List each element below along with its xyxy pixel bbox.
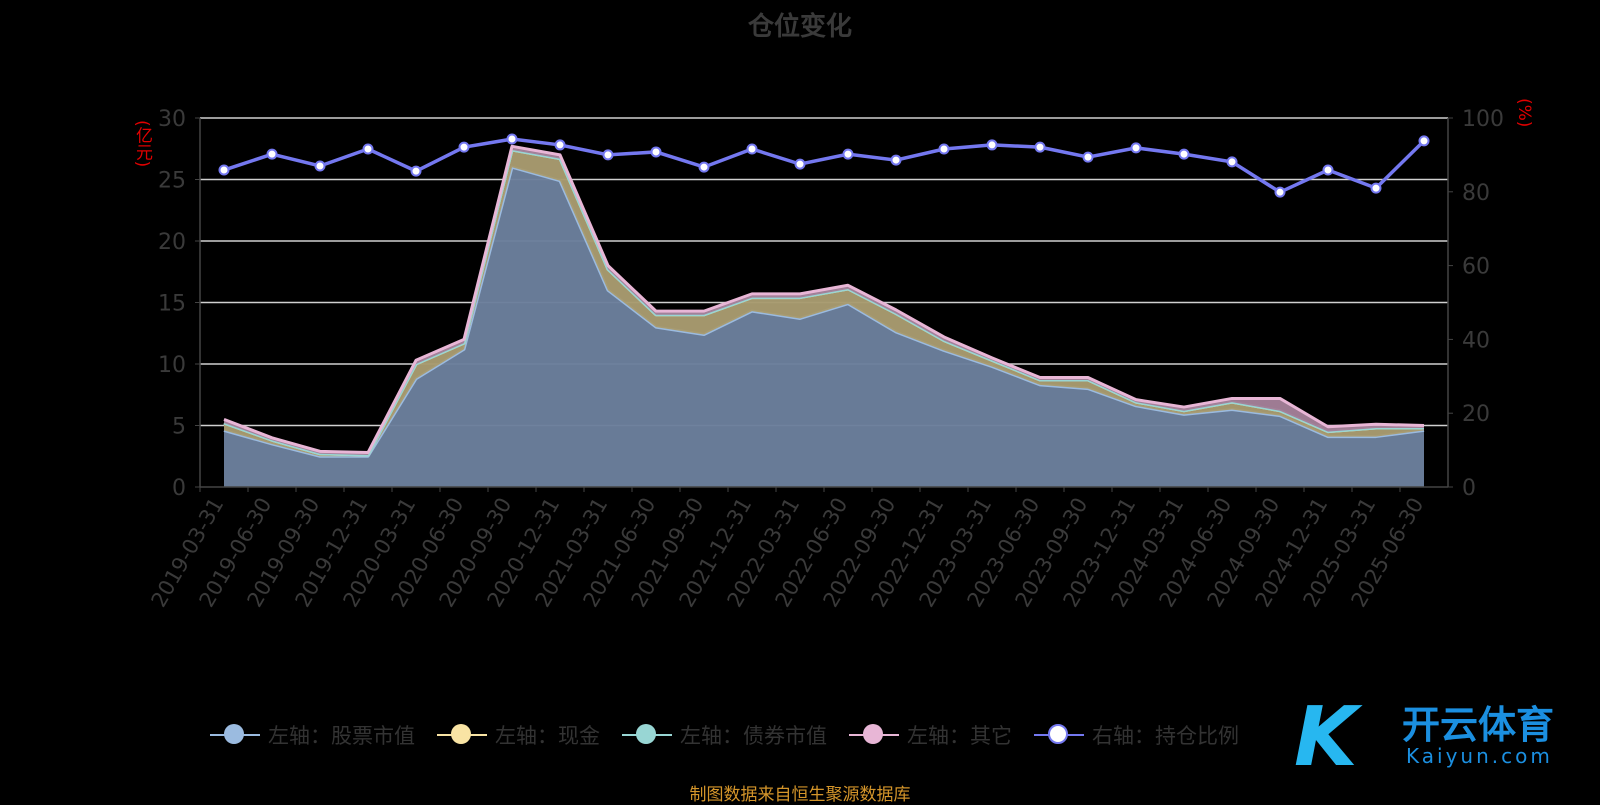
legend-symbol-icon [1034, 723, 1084, 747]
point-position-ratio [1274, 186, 1286, 198]
legend-item[interactable]: 左轴：其它 [849, 720, 1012, 750]
left-axis-unit: (亿元) [132, 120, 152, 168]
point-position-ratio [506, 133, 518, 145]
point-position-ratio [938, 143, 950, 155]
point-position-ratio [1226, 156, 1238, 168]
line-position-ratio [223, 137, 1426, 195]
right-tick-label: 60 [1462, 255, 1490, 280]
point-position-ratio [1370, 182, 1382, 194]
point-position-ratio [650, 146, 662, 158]
legend-symbol-icon [849, 723, 899, 747]
point-position-ratio [698, 161, 710, 173]
left-tick-label: 25 [158, 169, 186, 194]
legend-symbol-icon [622, 723, 672, 747]
point-position-ratio [218, 164, 230, 176]
point-position-ratio [1322, 164, 1334, 176]
point-position-ratio [794, 158, 806, 170]
point-position-ratio [554, 139, 566, 151]
legend-label: 左轴：债券市值 [680, 724, 827, 748]
point-position-ratio [410, 165, 422, 177]
right-tick-label: 80 [1462, 181, 1490, 206]
legend-label: 右轴：持仓比例 [1092, 724, 1239, 748]
line-左轴：其它 [223, 144, 1425, 455]
point-position-ratio [314, 160, 326, 172]
point-position-ratio [842, 148, 854, 160]
legend-symbol-icon [210, 723, 260, 747]
right-tick-label: 20 [1462, 402, 1490, 427]
point-position-ratio [362, 143, 374, 155]
data-source-note: 制图数据来自恒生聚源数据库 [689, 785, 911, 805]
point-position-ratio [986, 139, 998, 151]
point-position-ratio [602, 149, 614, 161]
point-position-ratio [890, 154, 902, 166]
legend-label: 左轴：股票市值 [268, 724, 415, 748]
right-tick-label: 40 [1462, 328, 1490, 353]
legend-item[interactable]: 左轴：现金 [437, 720, 600, 750]
chart-title: 仓位变化 [747, 12, 852, 42]
watermark-cn: 开云体育 [1402, 703, 1555, 747]
point-position-ratio [1130, 142, 1142, 154]
point-position-ratio [746, 143, 758, 155]
right-axis-unit: (%) [1514, 98, 1534, 128]
legend-item[interactable]: 左轴：股票市值 [210, 720, 415, 750]
point-position-ratio [266, 148, 278, 160]
left-tick-label: 0 [172, 476, 186, 501]
legend: 左轴：股票市值 左轴：现金 左轴：债券市值 左轴：其它 右轴：持仓比例 [210, 720, 1239, 750]
left-tick-label: 15 [158, 292, 186, 317]
point-position-ratio [1418, 135, 1430, 147]
point-position-ratio [1082, 151, 1094, 163]
watermark-logo: K 开云体育 Kaiyun.com [1290, 688, 1590, 788]
watermark-mark: K [1294, 690, 1358, 785]
point-position-ratio [1034, 141, 1046, 153]
legend-item[interactable]: 左轴：债券市值 [622, 720, 827, 750]
area-左轴：现金 [224, 149, 1424, 457]
area-左轴：股票市值 [224, 167, 1424, 487]
right-tick-label: 100 [1462, 107, 1504, 132]
right-tick-label: 0 [1462, 476, 1476, 501]
left-tick-label: 5 [172, 415, 186, 440]
legend-label: 左轴：现金 [495, 724, 600, 748]
left-tick-label: 30 [158, 107, 186, 132]
legend-label: 左轴：其它 [907, 724, 1012, 748]
left-tick-label: 10 [158, 353, 186, 378]
legend-symbol-icon [437, 723, 487, 747]
left-tick-label: 20 [158, 230, 186, 255]
watermark-en: Kaiyun.com [1406, 744, 1553, 768]
legend-item[interactable]: 右轴：持仓比例 [1034, 720, 1239, 750]
point-position-ratio [458, 141, 470, 153]
point-position-ratio [1178, 148, 1190, 160]
